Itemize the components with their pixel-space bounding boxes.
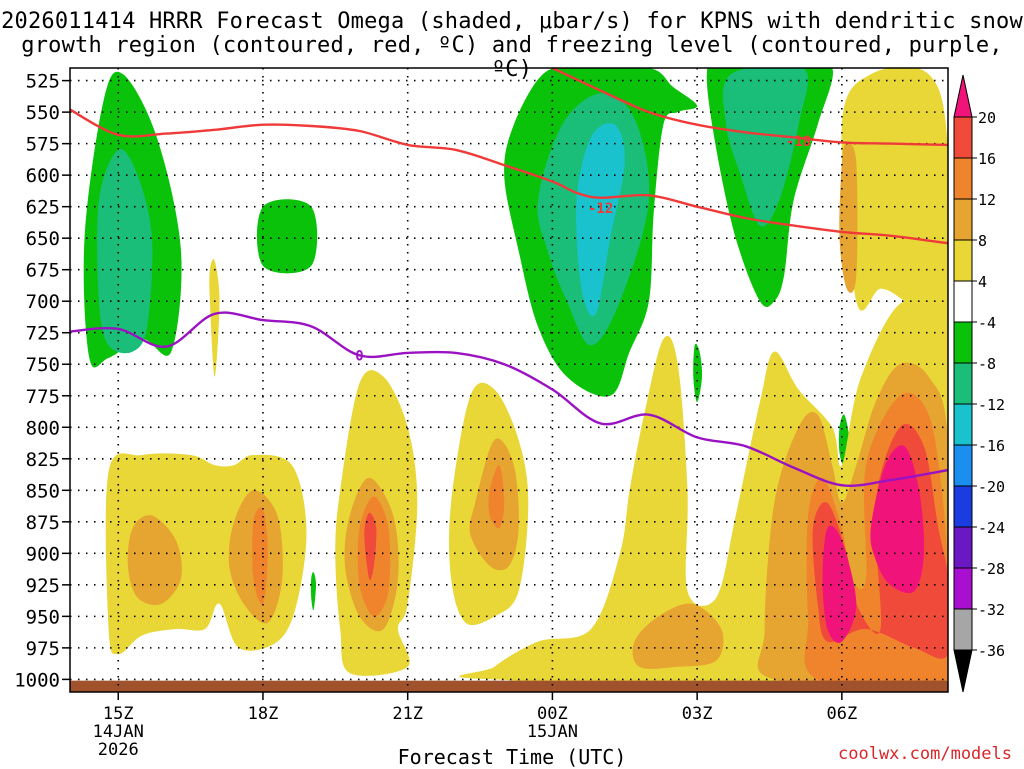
y-tick-label-975: 975 (26, 638, 60, 660)
omega-region-14 (127, 515, 182, 606)
colorbar-top-arrow (953, 74, 973, 118)
omega-region-16 (252, 507, 268, 605)
y-tick-label-925: 925 (26, 575, 60, 597)
colorbar-box-13 (953, 608, 973, 651)
colorbar-box-9 (953, 444, 973, 487)
gridlines (70, 68, 948, 692)
colorbar-box-11 (953, 526, 973, 569)
colorbar-bottom-arrow (953, 649, 973, 693)
contour-line-2 (70, 311, 948, 487)
omega-region-23 (488, 464, 505, 529)
y-tick-label-825: 825 (26, 449, 60, 471)
contour-labels: -12 -18 0 (355, 134, 811, 364)
y-tick-label-900: 900 (26, 543, 60, 565)
colorbar-box-8 (953, 403, 973, 446)
colorbar-label-8: -16 (978, 437, 1005, 455)
y-tick-label-875: 875 (26, 512, 60, 534)
colorbar-box-6 (953, 321, 973, 364)
y-tick-label-1000: 1000 (14, 669, 60, 691)
x-tick-label-18Z: 18Z (248, 704, 279, 724)
colorbar-label-2: 12 (978, 191, 996, 209)
x-axis-label: Forecast Time (UTC) (397, 745, 627, 769)
y-tick-label-675: 675 (26, 260, 60, 282)
chart-title-line1: 2026011414 HRRR Forecast Omega (shaded, … (1, 9, 1023, 34)
colorbar-box-10 (953, 485, 973, 528)
y-tick-label-575: 575 (26, 134, 60, 156)
contour-line-0 (70, 108, 948, 245)
y-axis: 525 550 575 600 625 650 675 700 725 750 775 800 825 8… (14, 71, 70, 691)
y-tick-label-550: 550 (26, 102, 60, 124)
y-tick-label-650: 650 (26, 228, 60, 250)
omega-region-11 (839, 143, 858, 293)
y-tick-label-625: 625 (26, 197, 60, 219)
colorbar-legend: 20 16 12 8 4 -4 -8 -12 -16 -20 -24 -28 -32 -36 (953, 74, 1005, 693)
colorbar-label-5: -4 (978, 314, 996, 332)
y-tick-label-725: 725 (26, 323, 60, 345)
colorbar-label-1: 16 (978, 150, 996, 168)
y-tick-label-800: 800 (26, 417, 60, 439)
omega-shading (83, 68, 948, 692)
y-tick-label-700: 700 (26, 291, 60, 313)
x-tick-label-03Z: 03Z (682, 704, 713, 724)
y-tick-label-950: 950 (26, 606, 60, 628)
colorbar-box-1 (953, 116, 973, 159)
y-tick-label-600: 600 (26, 165, 60, 187)
contour-lines (70, 68, 948, 487)
plot-frame (69, 67, 949, 693)
omega-region-20 (364, 512, 377, 581)
colorbar-label-10: -24 (978, 519, 1005, 537)
omega-region-1 (97, 149, 153, 354)
credit-link[interactable]: coolwx.com/models (838, 744, 1012, 764)
colorbar-label-12: -32 (978, 601, 1005, 619)
colorbar-label-0: 20 (978, 109, 996, 127)
colorbar-box-7 (953, 362, 973, 405)
x-tick-label-21Z: 21Z (392, 704, 423, 724)
x-tick-label-15Z: 15Z (103, 704, 134, 724)
omega-region-7 (723, 68, 808, 227)
x-tick-sublabel-00Z-0: 15JAN (527, 722, 578, 742)
y-tick-label-850: 850 (26, 480, 60, 502)
omega-region-2 (256, 199, 318, 274)
omega-region-12 (209, 259, 220, 377)
x-tick-label-06Z: 06Z (827, 704, 858, 724)
y-tick-label-775: 775 (26, 386, 60, 408)
colorbar-box-2 (953, 157, 973, 200)
colorbar-box-12 (953, 567, 973, 610)
x-tick-sublabel-15Z-1: 2026 (98, 740, 139, 760)
contour-label-2-0: 0 (355, 348, 363, 364)
omega-region-25 (632, 603, 724, 669)
contour-label-0-0: -12 (588, 201, 613, 217)
colorbar-box-4 (953, 239, 973, 282)
y-tick-label-525: 525 (26, 71, 60, 93)
colorbar-label-9: -20 (978, 478, 1005, 496)
colorbar-label-6: -8 (978, 355, 996, 373)
colorbar-box-5 (953, 280, 973, 323)
contour-label-0-1: -18 (786, 134, 811, 150)
terrain-ground (70, 680, 948, 692)
omega-region-5 (576, 123, 625, 317)
colorbar-label-4: 4 (978, 273, 987, 291)
x-tick-label-00Z: 00Z (537, 704, 568, 724)
y-tick-label-750: 750 (26, 354, 60, 376)
ground-strip (70, 680, 948, 692)
colorbar-label-11: -28 (978, 560, 1005, 578)
omega-region-10 (841, 68, 948, 362)
colorbar-label-7: -12 (978, 396, 1005, 414)
colorbar-label-3: 8 (978, 232, 987, 250)
colorbar-box-3 (953, 198, 973, 241)
colorbar-label-13: -36 (978, 642, 1005, 660)
x-tick-sublabel-15Z-0: 14JAN (93, 722, 144, 742)
omega-region-31 (310, 572, 316, 611)
contour-line-1 (551, 68, 948, 147)
chart-title-line2: growth region (contoured, red, ºC) and f… (21, 33, 1003, 82)
